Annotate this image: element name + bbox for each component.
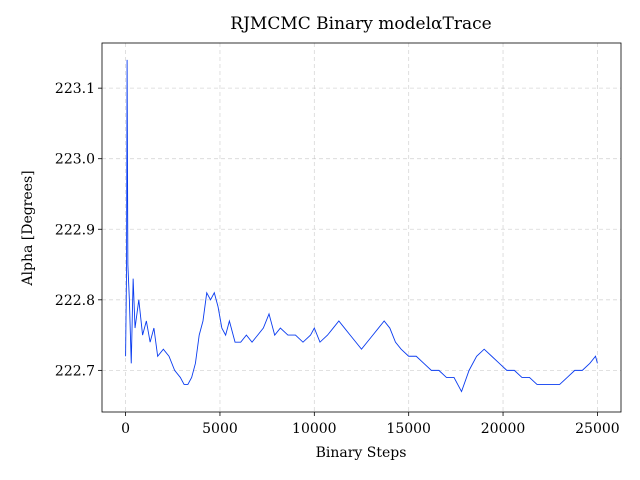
x-tick-label: 25000 [575, 421, 620, 437]
y-tick-label: 223.0 [55, 152, 95, 168]
x-axis-label: Binary Steps [316, 445, 407, 461]
x-tick-label: 0 [121, 421, 130, 437]
y-tick-label: 222.7 [55, 363, 95, 379]
x-tick-label: 20000 [481, 421, 526, 437]
y-tick-label: 223.1 [55, 81, 95, 97]
x-tick-label: 5000 [202, 421, 238, 437]
chart-title: RJMCMC Binary modelαTrace [230, 14, 491, 34]
plot-frame [101, 42, 622, 413]
x-tick-label: 10000 [292, 421, 337, 437]
x-tick-label: 15000 [386, 421, 431, 437]
y-tick-label: 222.8 [55, 293, 95, 309]
y-axis-label: Alpha [Degrees] [20, 170, 36, 286]
y-tick-label: 222.9 [55, 222, 95, 238]
trace-line [125, 59, 598, 393]
